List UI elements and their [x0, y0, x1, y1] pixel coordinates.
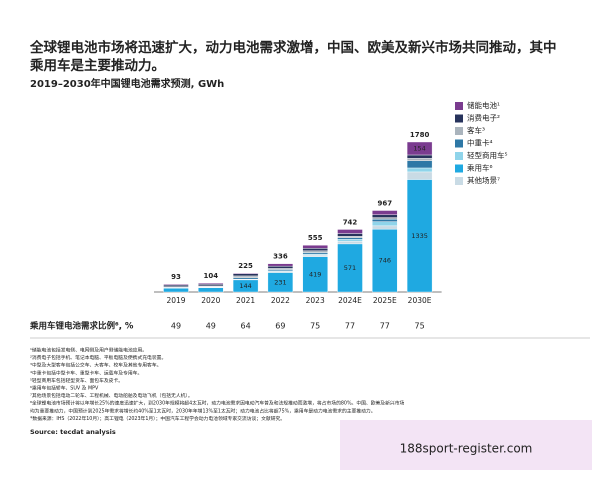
total-label: 93 [171, 273, 181, 281]
bar-segment [268, 264, 293, 266]
legend-label: 储能电池¹ [467, 100, 500, 110]
bar-segment [198, 284, 223, 286]
share-value: 77 [345, 322, 355, 331]
legend-label: 轻型商用车⁵ [467, 150, 508, 160]
bar-segment [268, 270, 293, 271]
footnote: ³中型及大型客车包括公交车、大客车、校车及其他专用客车。 [30, 362, 161, 369]
bar-segment [407, 155, 432, 158]
footnote: ⁷其他场景包括电动二轮车、工程机械、电动船舶及电动飞机（包括无人机）。 [30, 392, 193, 399]
segment-label: 419 [309, 270, 321, 278]
footnote: ²消费电子包括手机、笔记本电脑、平板电脑及便携式充电装置。 [30, 354, 166, 361]
legend-swatch [455, 165, 463, 173]
segment-label: 144 [239, 282, 251, 290]
bar-segment [233, 274, 258, 276]
x-tick-label: 2019 [166, 296, 185, 305]
bar-segment [303, 253, 328, 255]
legend-swatch [455, 115, 463, 123]
bar-segment [372, 219, 397, 221]
segment-label: 746 [379, 257, 391, 265]
title-line: 全球锂电池市场将迅速扩大，动力电池需求激增，中国、欧美及新兴市场共同推动，其中 [29, 39, 557, 56]
legend-swatch [455, 177, 463, 185]
segment-label: 231 [274, 278, 286, 286]
bar-segment [338, 239, 363, 241]
x-tick-label: 2021 [236, 296, 255, 305]
legend-label: 消费电子² [467, 113, 500, 123]
bar-segment [233, 276, 258, 278]
bar-segment [372, 218, 397, 220]
legend-swatch [455, 127, 463, 135]
legend-label: 乘用车⁶ [467, 163, 493, 173]
bar-segment [338, 238, 363, 239]
bar-segment [164, 285, 189, 287]
bar-segment [233, 273, 258, 274]
total-label: 104 [203, 272, 218, 280]
watermark: 188sport-register.com [400, 442, 533, 456]
footnote: ⁵轻型商用车包括轻型货车、面包车及皮卡。 [30, 377, 123, 384]
share-label: 乘用车锂电池需求比例⁶, % [29, 321, 134, 332]
bar-segment [407, 161, 432, 168]
legend-swatch [455, 102, 463, 110]
share-value: 75 [415, 322, 425, 331]
bar-segment [338, 236, 363, 238]
footnote: 均为重要推动力，中国预计到2025年需求将增长约40%至1太瓦时，2030年年增… [30, 407, 376, 414]
bar-segment [407, 158, 432, 160]
bar-segment [233, 278, 258, 279]
bar-segment [198, 288, 223, 292]
share-value: 49 [171, 322, 181, 331]
legend-swatch [455, 152, 463, 160]
bar-segment [338, 229, 363, 233]
total-label: 1780 [410, 131, 430, 139]
footnote: ⁴中重卡包括中型卡车、重型卡车、运载车及专用车。 [30, 369, 142, 376]
total-label: 555 [308, 234, 323, 242]
x-tick-label: 2020 [201, 296, 220, 305]
total-label: 742 [343, 218, 358, 226]
share-value: 69 [275, 322, 285, 331]
bar-segment [407, 168, 432, 172]
legend-label: 客车³ [467, 125, 485, 135]
total-label: 336 [273, 253, 288, 261]
footnote: ⁶乘用车包括轿车、SUV 及 MPV [30, 385, 99, 392]
bar-segment [303, 245, 328, 248]
bar-segment [164, 284, 189, 285]
x-tick-label: 2023 [306, 296, 325, 305]
footnote: ¹储能电池包括发电侧、电网侧及用户侧储能电池应用。 [30, 347, 147, 354]
legend-label: 其他场景⁷ [467, 175, 500, 185]
share-value: 49 [206, 322, 216, 331]
bar-segment [407, 172, 432, 180]
bar-segment [372, 211, 397, 215]
subtitle: 2019–2030年中国锂电池需求预测, GWh [30, 77, 224, 90]
bar-segment [372, 222, 397, 226]
bar-segment [372, 226, 397, 229]
share-value: 75 [310, 322, 320, 331]
title-line: 乘用车是主要推动力。 [29, 57, 165, 74]
bar-segment [303, 255, 328, 257]
legend-label: 中重卡⁴ [467, 138, 493, 148]
bar-segment [338, 241, 363, 244]
footnote: *数据来源：IHS（2022年10月）；高工锂电（2023年1月）；中国汽车工程… [30, 415, 285, 422]
segment-label: 1335 [411, 232, 428, 240]
segment-label: 571 [344, 264, 356, 272]
bar-segment [372, 215, 397, 218]
source: Source: tecdat analysis [30, 428, 116, 436]
footnote: ⁸全球锂电池市场预计将以年增长25%的速度迅速扩大，到2030年规模将超4太瓦时… [30, 400, 404, 407]
bar-segment [198, 283, 223, 284]
bar-segment [268, 266, 293, 268]
total-label: 967 [377, 200, 392, 208]
bar-segment [338, 234, 363, 237]
bar-segment [303, 248, 328, 250]
x-tick-label: 2024E [338, 296, 362, 305]
bar-segment [303, 251, 328, 253]
share-value: 64 [241, 322, 251, 331]
x-tick-label: 2030E [408, 296, 432, 305]
total-label: 225 [238, 262, 253, 270]
x-tick-label: 2022 [271, 296, 290, 305]
legend-swatch [455, 140, 463, 148]
bar-segment [164, 288, 189, 292]
x-tick-label: 2025E [373, 296, 397, 305]
share-value: 77 [380, 322, 390, 331]
segment-label: 154 [413, 144, 425, 152]
